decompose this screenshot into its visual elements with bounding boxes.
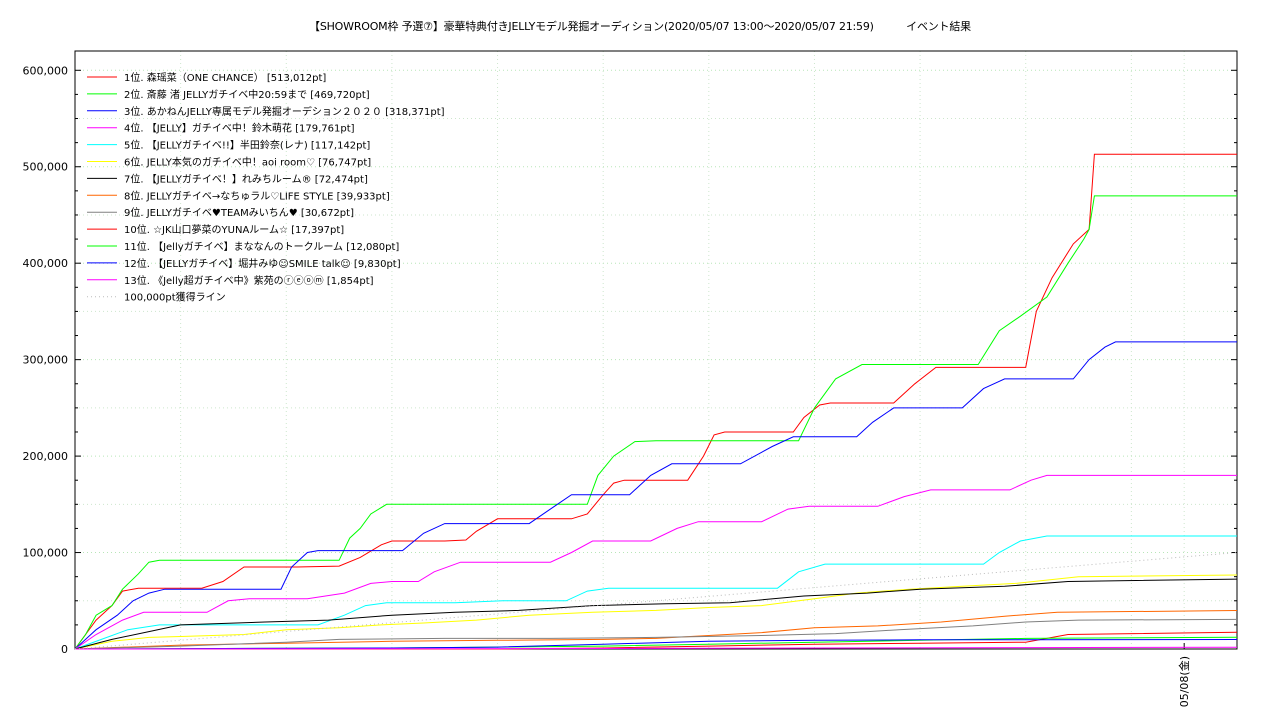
grid <box>75 51 1237 649</box>
series-line-6 <box>74 574 1238 650</box>
series-line-10 <box>75 631 1238 650</box>
series-line-9 <box>74 618 1238 650</box>
series-line-8 <box>74 610 1238 650</box>
plot-frame <box>74 50 1238 650</box>
legend: 1位. 森瑶菜（ONE CHANCE） [513,012pt] 2位. 斎藤 渚 … <box>87 71 445 304</box>
legend-label-6: 6位. JELLY本気のガチイベ中！aoi room♡ [76,747pt] <box>124 156 371 169</box>
y-tick-label: 100,000 <box>23 547 69 560</box>
y-tick-label: 300,000 <box>23 354 69 367</box>
series-line-13 <box>74 646 1238 650</box>
y-tick-label: 600,000 <box>23 64 69 77</box>
legend-label-4: 4位. 【JELLY】ガチイベ中！鈴木萌花 [179,761pt] <box>124 122 355 135</box>
legend-label-7: 7位. 【JELLYガチイベ！】れみちルーム® [72,474pt] <box>124 172 368 185</box>
y-tick-label: 500,000 <box>23 161 69 174</box>
x-tick-label: 05/08(金) <box>1177 656 1191 707</box>
series-line-3 <box>74 341 1237 650</box>
legend-label-5: 5位. 【JELLYガチイベ!!】半田鈴奈(レナ) [117,142pt] <box>124 139 370 152</box>
y-tick-label: 0 <box>61 643 68 656</box>
legend-label-8: 8位. JELLYガチイベ→なちゅラル♡LIFE STYLE [39,933pt… <box>124 189 390 202</box>
legend-label-10: 10位. ☆JK山口夢菜のYUNAルーム☆ [17,397pt] <box>124 223 344 236</box>
legend-label-3: 3位. あかねんJELLY専属モデル発掘オーデション２０２０ [318,371p… <box>124 105 445 118</box>
series-line-2 <box>74 195 1237 650</box>
y-tick-label: 200,000 <box>23 450 69 463</box>
series-line-4 <box>74 474 1237 650</box>
series-line-12 <box>74 639 1238 650</box>
legend-label-11: 11位. 【Jellyガチイベ】まななんのトークルーム [12,080pt] <box>124 240 399 253</box>
y-tick-label: 400,000 <box>23 257 69 270</box>
legend-label-2: 2位. 斎藤 渚 JELLYガチイベ中20:59まで [469,720pt] <box>124 88 370 101</box>
legend-label-13: 13位. 《Jelly超ガチイベ中》紫苑のⓡⓔⓞⓜ [1,854pt] <box>124 274 374 287</box>
legend-label-1: 1位. 森瑶菜（ONE CHANCE） [513,012pt] <box>124 71 326 84</box>
axis-ticks: 0 100,000 200,000 300,000 400,000 500,000 600,… <box>23 64 1237 707</box>
chart-title: 【SHOWROOM枠 予選⑦】豪華特典付きJELLYモデル発掘オーディション(2… <box>309 20 971 33</box>
legend-label-9: 9位. JELLYガチイベ♥TEAMみいちん♥ [30,672pt] <box>124 206 354 219</box>
series-lines <box>74 153 1238 650</box>
series-line-7 <box>74 578 1238 650</box>
series-line-5 <box>74 535 1237 650</box>
series-line-1 <box>74 153 1237 650</box>
legend-label-12: 12位. 【JELLYガチイベ】堀井みゆ☺SMILE talk☺ [9,830p… <box>124 257 401 270</box>
legend-label-14: 100,000pt獲得ライン <box>124 291 226 304</box>
